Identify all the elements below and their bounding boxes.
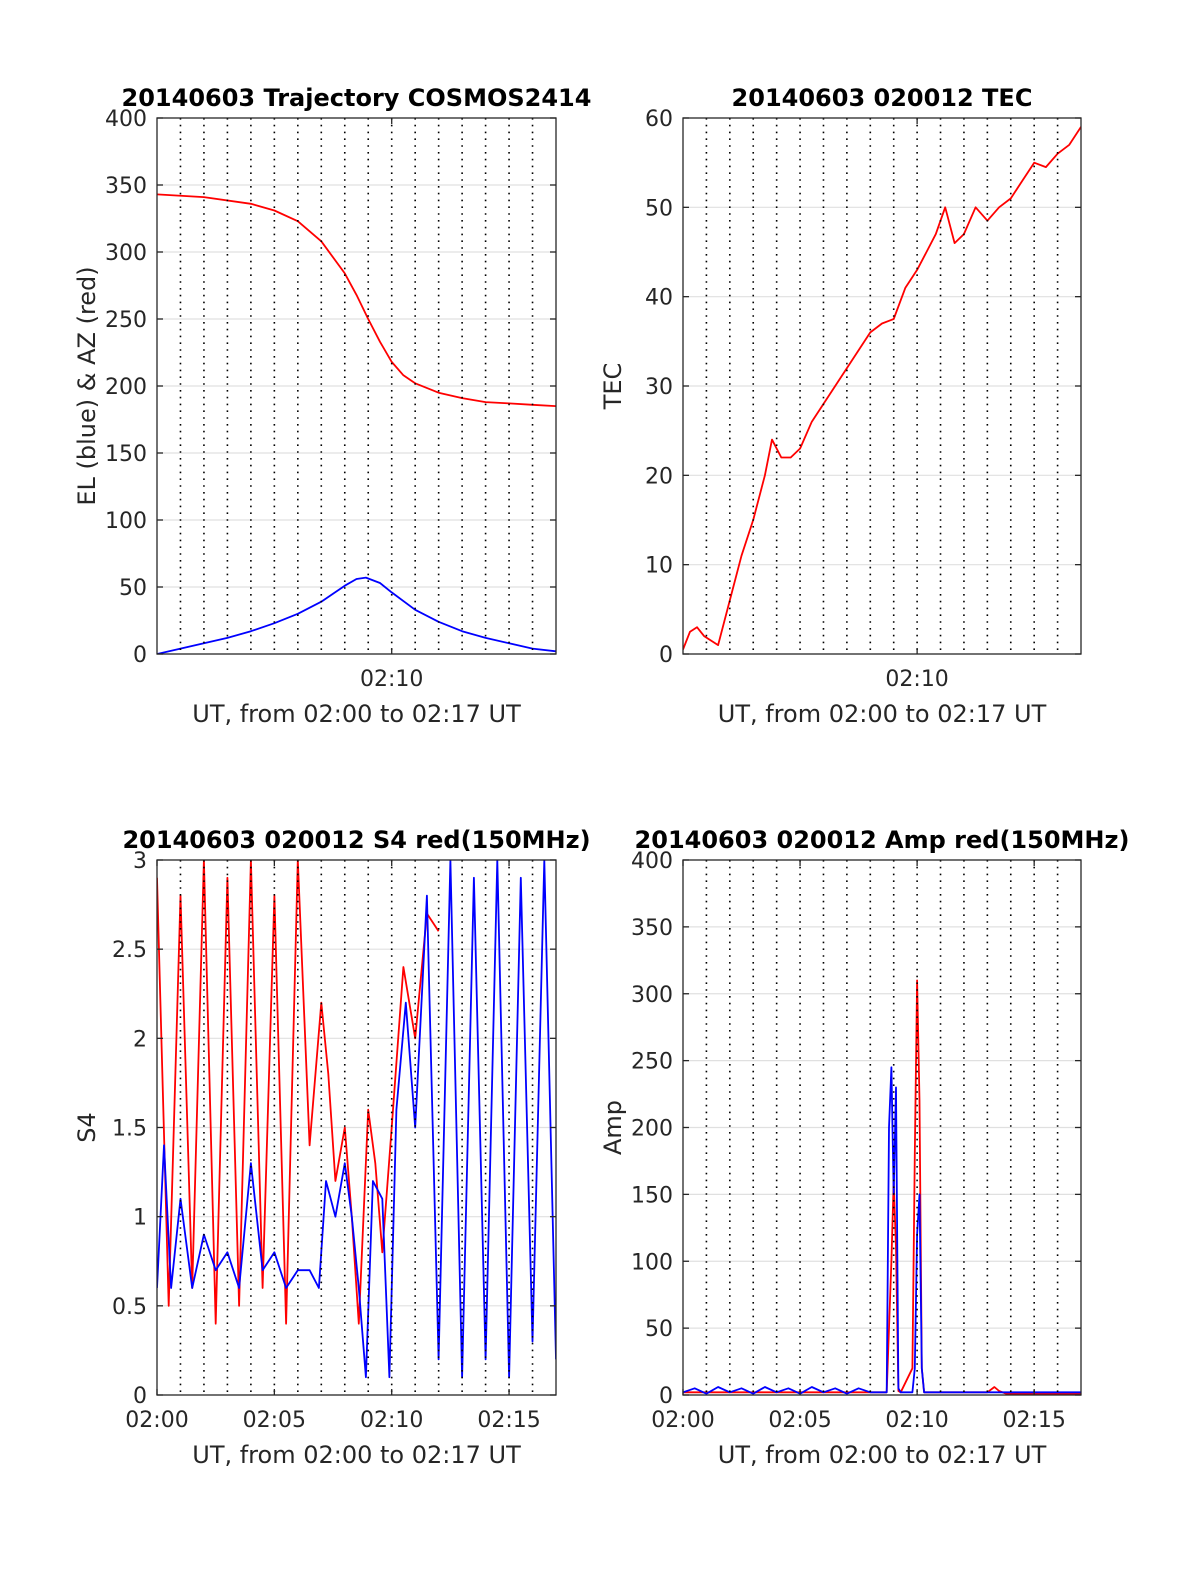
y-tick-label: 200 [631,1117,673,1142]
x-tick-label: 02:05 [243,1408,306,1433]
series-line-blue [683,1066,1081,1395]
y-tick-label: 1.5 [112,1117,147,1142]
x-tick-label: 02:10 [885,667,948,692]
y-tick-label: 100 [631,1250,673,1275]
y-tick-label: 250 [105,308,147,333]
x-tick-label: 02:10 [360,667,423,692]
y-tick-label: 250 [631,1050,673,1075]
y-tick-label: 20 [645,464,673,489]
series-line-red [157,860,440,1325]
x-tick-label: 02:15 [1002,1408,1065,1433]
y-tick-label: 50 [645,1317,673,1342]
y-tick-label: 1 [133,1206,147,1231]
y-axis-label: Amp [599,1100,627,1155]
y-tick-label: 100 [105,509,147,534]
series-group [157,193,556,654]
y-tick-label: 350 [105,174,147,199]
y-tick-label: 40 [645,286,673,311]
x-tick-label: 02:05 [768,1408,831,1433]
chart-title: 20140603 020012 S4 red(150MHz) [122,826,590,854]
y-tick-label: 0 [133,1384,147,1409]
y-tick-label: 2.5 [112,938,147,963]
panel-s4: 0 0.5 1 1.5 2 2.5 3 02:00 02:05 02:10 02:15 UT, fro… [73,826,591,1469]
x-tick-label: 02:00 [651,1408,714,1433]
series-line-blue [157,576,556,654]
y-tick-label: 60 [645,107,673,132]
x-axis-label: UT, from 02:00 to 02:17 UT [718,1441,1047,1469]
y-tick-label: 2 [133,1027,147,1052]
x-tick-label: 02:15 [477,1408,540,1433]
chart-title: 20140603 020012 TEC [732,84,1033,112]
y-tick-label: 0 [659,643,673,668]
series-group [157,860,556,1379]
y-tick-label: 30 [645,375,673,400]
series-line-red [157,193,556,407]
panel-tec: 0 10 20 30 40 50 60 02:10 UT, from 02:00 to 02:1… [599,84,1082,728]
series-line-red [683,126,1081,650]
x-tick-label: 02:00 [125,1408,188,1433]
y-tick-label: 10 [645,554,673,579]
x-axis-label: UT, from 02:00 to 02:17 UT [192,700,521,728]
x-tick-label: 02:10 [885,1408,948,1433]
y-tick-label: 0 [133,643,147,668]
series-line-blue [157,860,556,1379]
x-tick-label: 02:10 [360,1408,423,1433]
y-tick-label: 150 [105,442,147,467]
y-axis-label: TEC [599,363,627,411]
y-tick-label: 400 [631,849,673,874]
chart-title: 20140603 020012 Amp red(150MHz) [635,826,1130,854]
chart-title: 20140603 Trajectory COSMOS2414 [122,84,592,112]
y-tick-label: 300 [631,983,673,1008]
y-tick-label: 200 [105,375,147,400]
y-axis-label: EL (blue) & AZ (red) [73,266,101,505]
y-tick-label: 150 [631,1183,673,1208]
series-group [683,126,1081,650]
y-tick-label: 50 [119,576,147,601]
y-tick-label: 0 [659,1384,673,1409]
y-axis-label: S4 [73,1112,101,1143]
x-axis-label: UT, from 02:00 to 02:17 UT [192,1441,521,1469]
y-tick-label: 350 [631,916,673,941]
x-axis-label: UT, from 02:00 to 02:17 UT [718,700,1047,728]
y-tick-label: 0.5 [112,1295,147,1320]
y-tick-label: 300 [105,241,147,266]
panel-trajectory: 0 50 100 150 200 250 300 350 400 02:10 UT, from 02… [73,84,591,728]
y-tick-label: 50 [645,196,673,221]
panel-amp: 0 50 100 150 200 250 300 350 400 02:00 02:05 02:10 0… [599,826,1129,1469]
y-tick-label: 400 [105,107,147,132]
y-tick-label: 3 [133,849,147,874]
